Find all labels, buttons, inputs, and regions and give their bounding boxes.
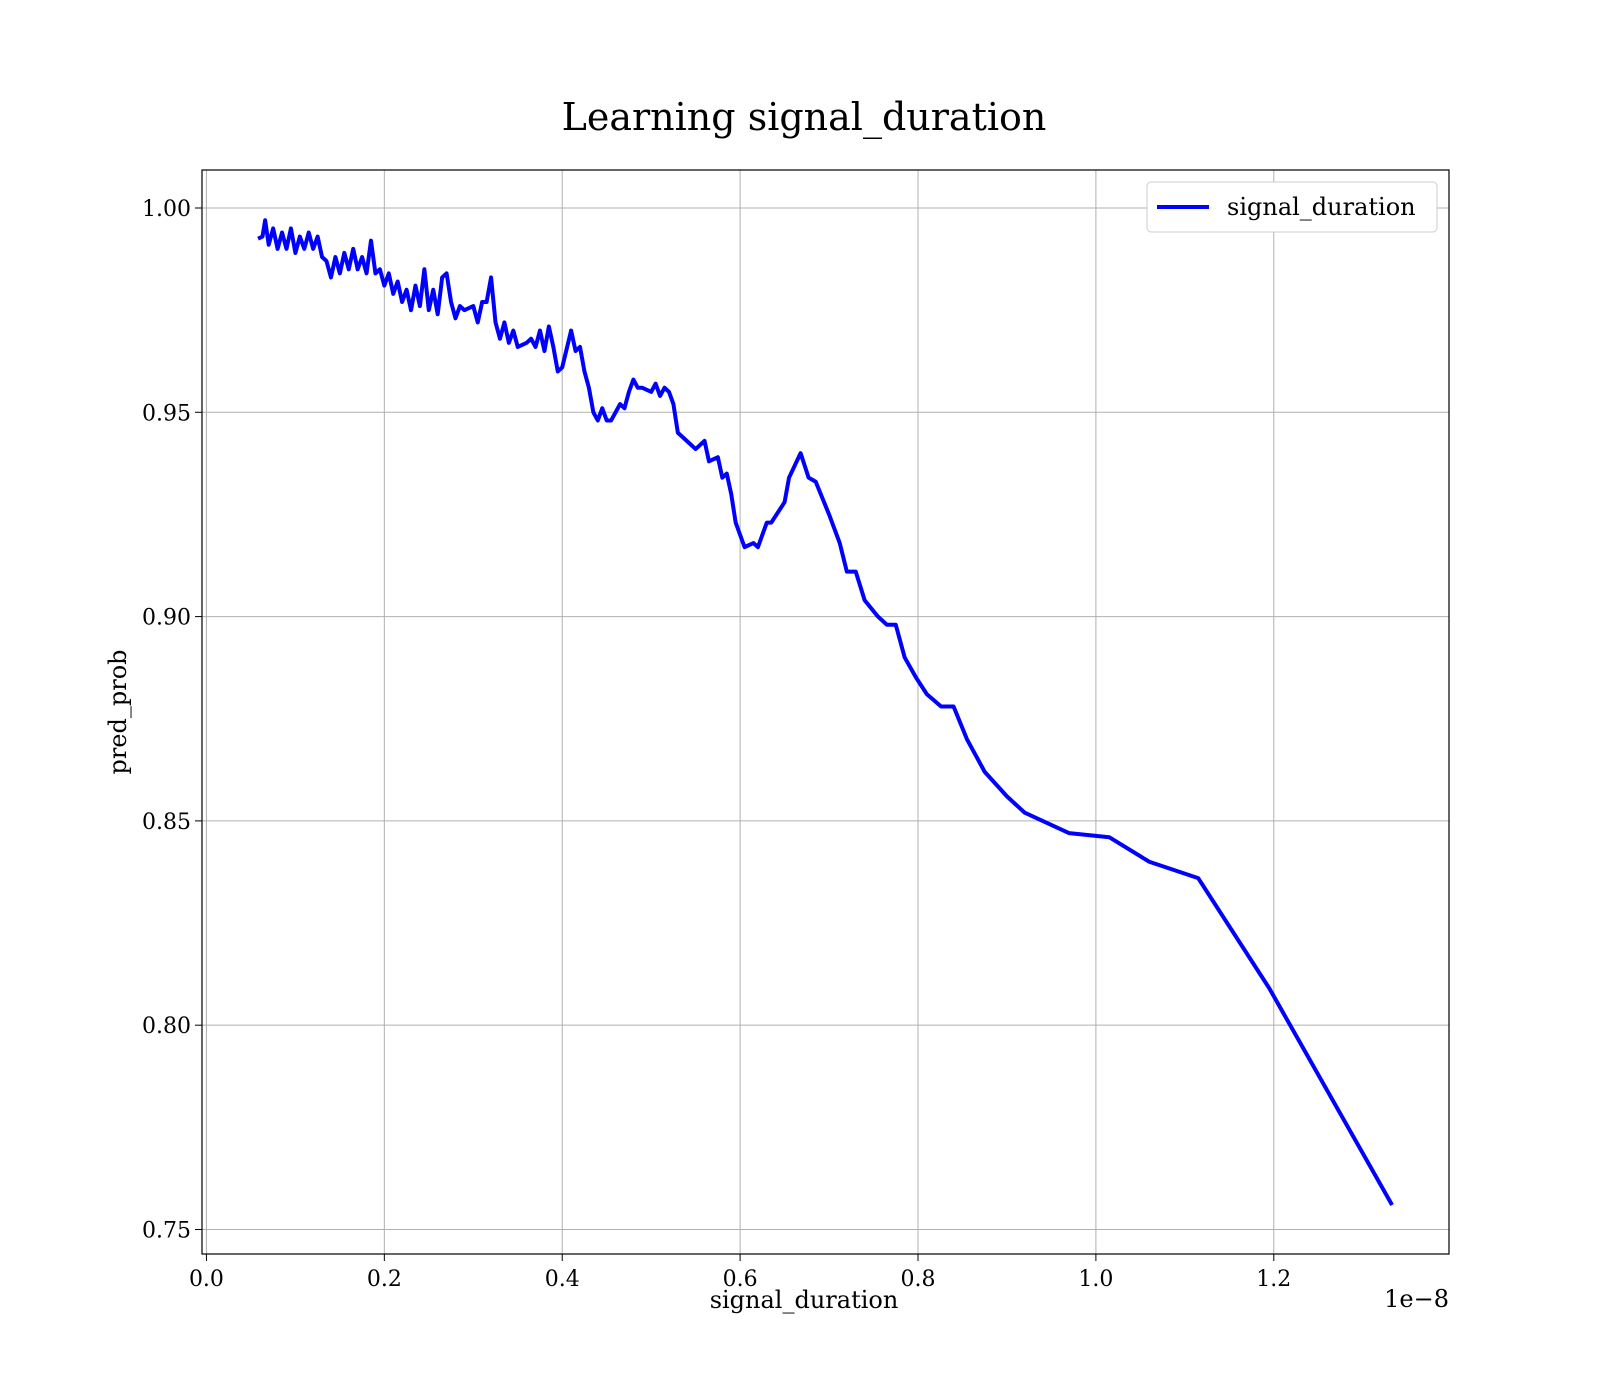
y-tick-label: 0.90 xyxy=(142,606,191,631)
x-tick-label: 0.4 xyxy=(545,1267,580,1292)
x-tick-label: 1.0 xyxy=(1078,1267,1113,1292)
y-tick-label: 0.95 xyxy=(142,401,191,426)
x-axis-label: signal_duration xyxy=(710,1286,899,1314)
chart-title: Learning signal_duration xyxy=(562,95,1047,140)
y-tick-label: 0.75 xyxy=(142,1218,191,1243)
x-tick-label: 0.8 xyxy=(901,1267,936,1292)
data-line xyxy=(257,218,1394,1206)
y-axis-label: pred_prob xyxy=(104,649,132,774)
x-tick-label: 0.0 xyxy=(189,1267,224,1292)
x-offset-label: 1e−8 xyxy=(1384,1285,1449,1313)
plot-frame xyxy=(201,169,1450,1255)
legend-label: signal_duration xyxy=(1227,193,1416,221)
y-tick-label: 1.00 xyxy=(142,197,191,222)
x-tick-label: 0.6 xyxy=(723,1267,758,1292)
x-tick-label: 0.2 xyxy=(367,1267,402,1292)
x-tick-label: 1.2 xyxy=(1256,1267,1291,1292)
legend: signal_duration xyxy=(1146,181,1438,233)
y-tick-label: 0.80 xyxy=(142,1014,191,1039)
y-tick-label: 0.85 xyxy=(142,810,191,835)
legend-box xyxy=(1146,181,1438,233)
